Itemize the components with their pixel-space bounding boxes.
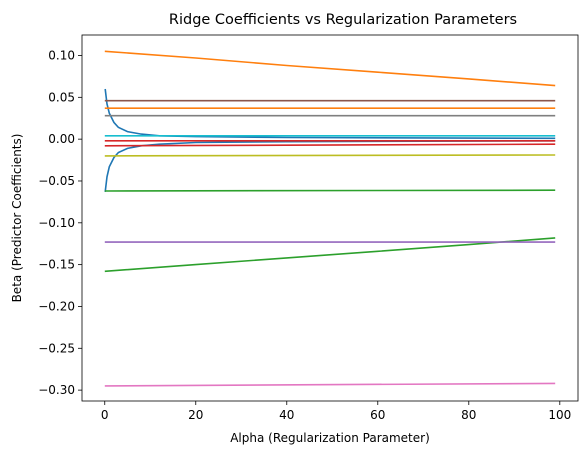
y-tick-label: −0.05 — [38, 174, 75, 188]
y-axis-label: Beta (Predictor Coefficients) — [10, 134, 24, 303]
series-line-5 — [105, 238, 555, 271]
y-tick-label: 0.00 — [48, 132, 75, 146]
series-line-1 — [105, 89, 555, 138]
x-axis-label: Alpha (Regularization Parameter) — [230, 431, 430, 445]
series-line-3 — [105, 51, 555, 85]
y-tick-label: −0.20 — [38, 299, 75, 313]
series-layer — [105, 51, 555, 386]
x-tick-label: 80 — [461, 408, 476, 422]
y-tick-label: −0.15 — [38, 258, 75, 272]
y-tick-label: 0.10 — [48, 48, 75, 62]
plot-frame — [82, 35, 578, 401]
series-line-6 — [105, 190, 555, 191]
x-tick-label: 0 — [101, 408, 109, 422]
x-tick-label: 40 — [279, 408, 294, 422]
x-tick-label: 100 — [548, 408, 571, 422]
series-line-13 — [105, 155, 555, 156]
y-tick-label: 0.05 — [48, 90, 75, 104]
series-line-11 — [105, 383, 555, 386]
y-tick-label: −0.30 — [38, 383, 75, 397]
x-tick-label: 20 — [188, 408, 203, 422]
y-axis: 0.10 0.05 0.00 −0.05 −0.10 −0.15 −0.20 −0.25 −0.… — [38, 48, 82, 397]
chart-title: Ridge Coefficients vs Regularization Par… — [169, 12, 517, 28]
x-axis: 0 20 40 60 80 100 — [101, 401, 571, 422]
series-line-7 — [105, 144, 555, 146]
y-tick-label: −0.10 — [38, 216, 75, 230]
series-line-2 — [105, 141, 555, 192]
x-tick-label: 60 — [370, 408, 385, 422]
y-tick-label: −0.25 — [38, 341, 75, 355]
